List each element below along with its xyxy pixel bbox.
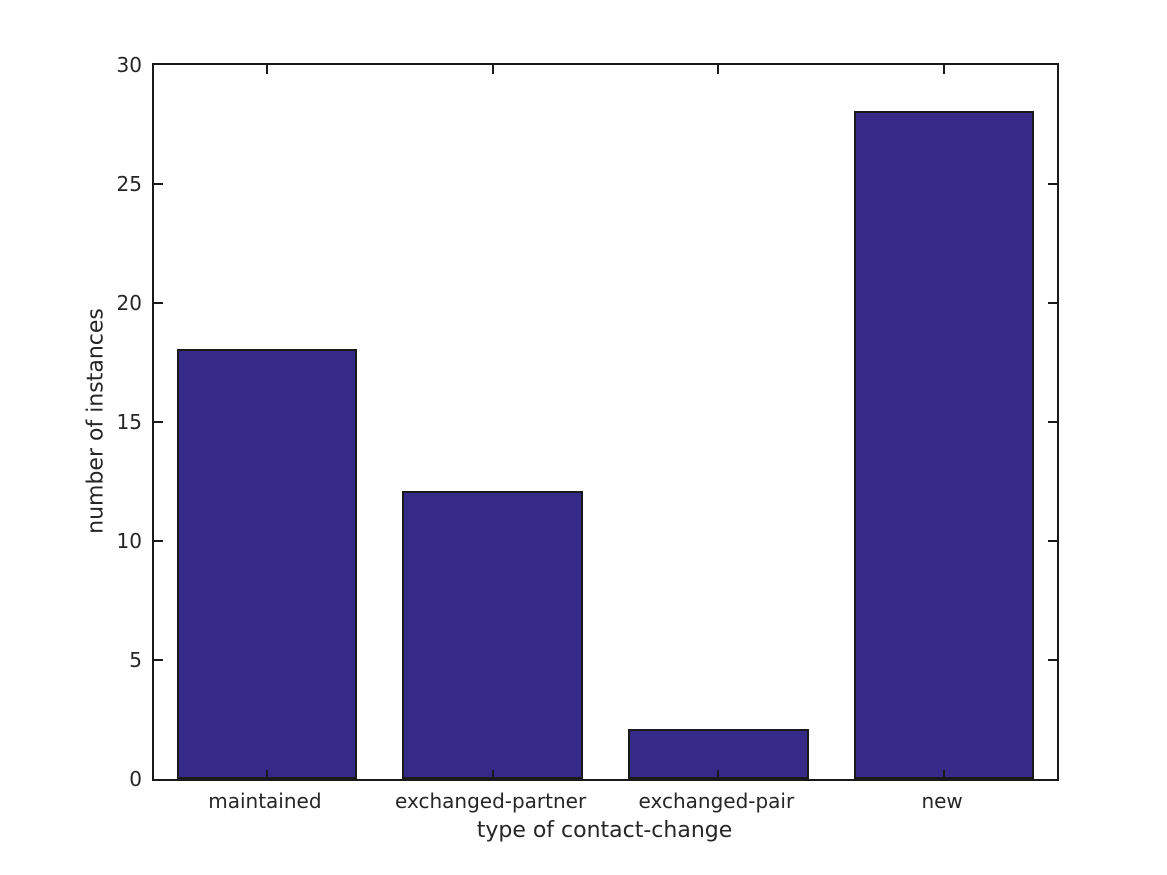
y-tick-label-20: 20 (116, 291, 142, 315)
x-tick-top (943, 65, 946, 74)
bar-new (853, 110, 1035, 779)
plot-area (152, 63, 1059, 781)
bar-maintained (176, 348, 358, 779)
x-tick-bottom (265, 770, 268, 779)
x-tick-top (265, 65, 268, 74)
x-tick-label-exchanged-partner: exchanged-partner (395, 789, 587, 813)
y-tick-label-10: 10 (116, 529, 142, 553)
y-tick-right (1048, 183, 1057, 185)
y-tick-label-15: 15 (116, 410, 142, 434)
y-tick-label-5: 5 (129, 648, 142, 672)
x-tick-top (717, 65, 720, 74)
y-tick-label-0: 0 (129, 767, 142, 791)
y-tick-right (1048, 659, 1057, 661)
x-tick-label-maintained: maintained (208, 789, 322, 813)
y-axis-title: number of instances (83, 308, 109, 534)
y-tick-left (154, 302, 163, 304)
x-tick-bottom (491, 770, 494, 779)
x-axis-title-text: type of contact-change (476, 818, 733, 843)
x-tick-top (491, 65, 494, 74)
y-tick-label-25: 25 (116, 172, 142, 196)
x-axis-title: type of contact-change (0, 818, 1167, 843)
bar-exchanged-partner (402, 491, 583, 779)
y-tick-right (1048, 540, 1057, 542)
y-tick-left (154, 183, 163, 185)
x-tick-label-exchanged-pair: exchanged-pair (638, 789, 795, 813)
y-tick-right (1048, 421, 1057, 423)
y-tick-left (154, 659, 163, 661)
y-tick-left (154, 421, 163, 423)
x-tick-bottom (943, 770, 946, 779)
y-tick-label-30: 30 (116, 53, 142, 77)
y-tick-right (1048, 302, 1057, 304)
x-tick-bottom (717, 770, 720, 779)
y-tick-left (154, 540, 163, 542)
x-tick-label-new: new (921, 789, 963, 813)
